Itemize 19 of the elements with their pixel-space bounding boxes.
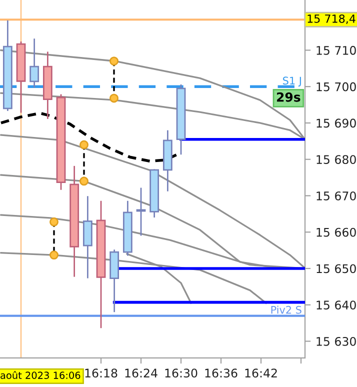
y-tick-label: 15 650 — [316, 264, 356, 274]
ref-line-label: 15 718,4 — [308, 14, 356, 24]
y-tick-label: 15 710 — [316, 46, 356, 55]
y-tick-label: 15 700 — [316, 82, 356, 92]
annotation: 29s — [276, 92, 300, 102]
y-tick-label: 15 670 — [316, 191, 356, 200]
x-tick-label: 16:36 — [205, 368, 238, 378]
ref-line-label: Piv2 S — [271, 306, 302, 314]
y-tick-label: 15 640 — [316, 300, 356, 310]
ref-line-label: S1 J — [283, 76, 301, 86]
text: août 2023 16:06 — [0, 371, 80, 379]
y-tick-label: 15 630 — [316, 336, 356, 346]
x-tick-label: 16:30 — [165, 368, 198, 378]
x-tick-label: 16:42 — [245, 368, 277, 378]
y-tick-label: 15 680 — [316, 155, 356, 164]
x-tick-label: 16:18 — [85, 368, 118, 378]
y-tick-label: 15 660 — [316, 228, 356, 237]
y-tick-label: 15 690 — [316, 118, 356, 128]
x-tick-label: 16:24 — [125, 368, 158, 378]
